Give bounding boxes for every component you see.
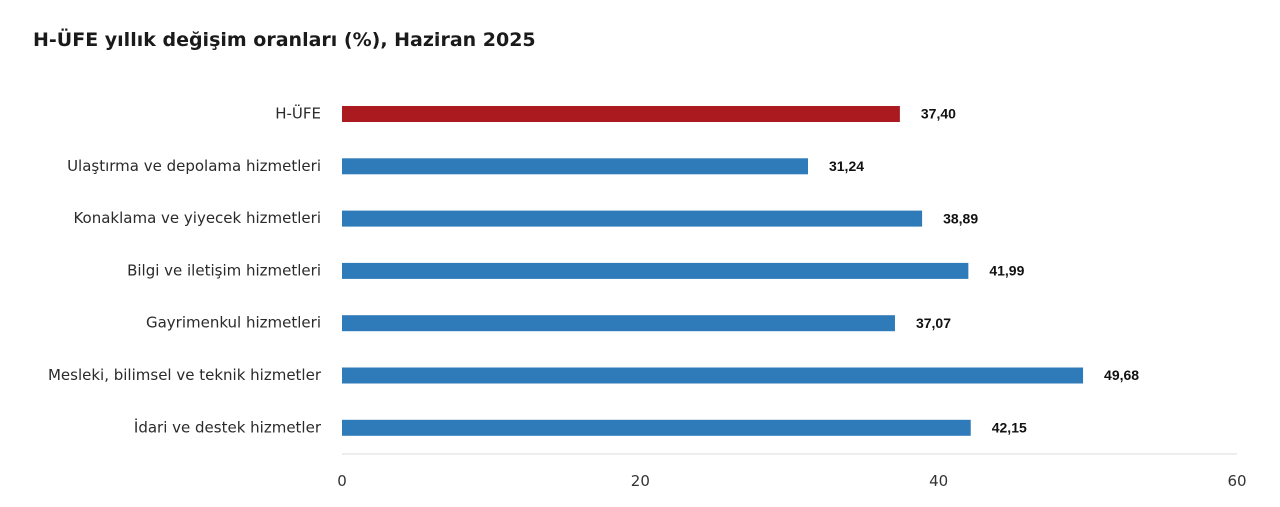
bar: [342, 367, 1084, 384]
category-label: H-ÜFE: [275, 104, 321, 123]
x-tick-label: 60: [1227, 472, 1246, 490]
category-label: İdari ve destek hizmetler: [134, 417, 322, 436]
bar: [342, 210, 923, 227]
category-label: Gayrimenkul hizmetleri: [146, 314, 321, 332]
value-label: 49,68: [1104, 367, 1139, 383]
value-label: 37,07: [916, 315, 951, 331]
bar: [342, 419, 971, 436]
x-tick-label: 0: [337, 472, 347, 490]
category-label: Mesleki, bilimsel ve teknik hizmetler: [48, 366, 322, 384]
bar: [342, 262, 969, 279]
bar: [342, 158, 808, 175]
x-tick-label: 20: [631, 472, 650, 490]
chart-title: H-ÜFE yıllık değişim oranları (%), Hazir…: [33, 29, 536, 51]
bar-highlight: [342, 106, 900, 122]
category-label: Konaklama ve yiyecek hizmetleri: [73, 209, 321, 227]
category-label: Bilgi ve iletişim hizmetleri: [127, 261, 321, 279]
value-label: 31,24: [829, 158, 864, 174]
value-label: 38,89: [943, 210, 978, 226]
value-label: 42,15: [992, 420, 1027, 436]
category-label: Ulaştırma ve depolama hizmetleri: [67, 157, 321, 175]
bar: [342, 315, 895, 332]
x-tick-label: 40: [929, 472, 948, 490]
value-label: 37,40: [921, 106, 956, 122]
value-label: 41,99: [989, 263, 1024, 279]
